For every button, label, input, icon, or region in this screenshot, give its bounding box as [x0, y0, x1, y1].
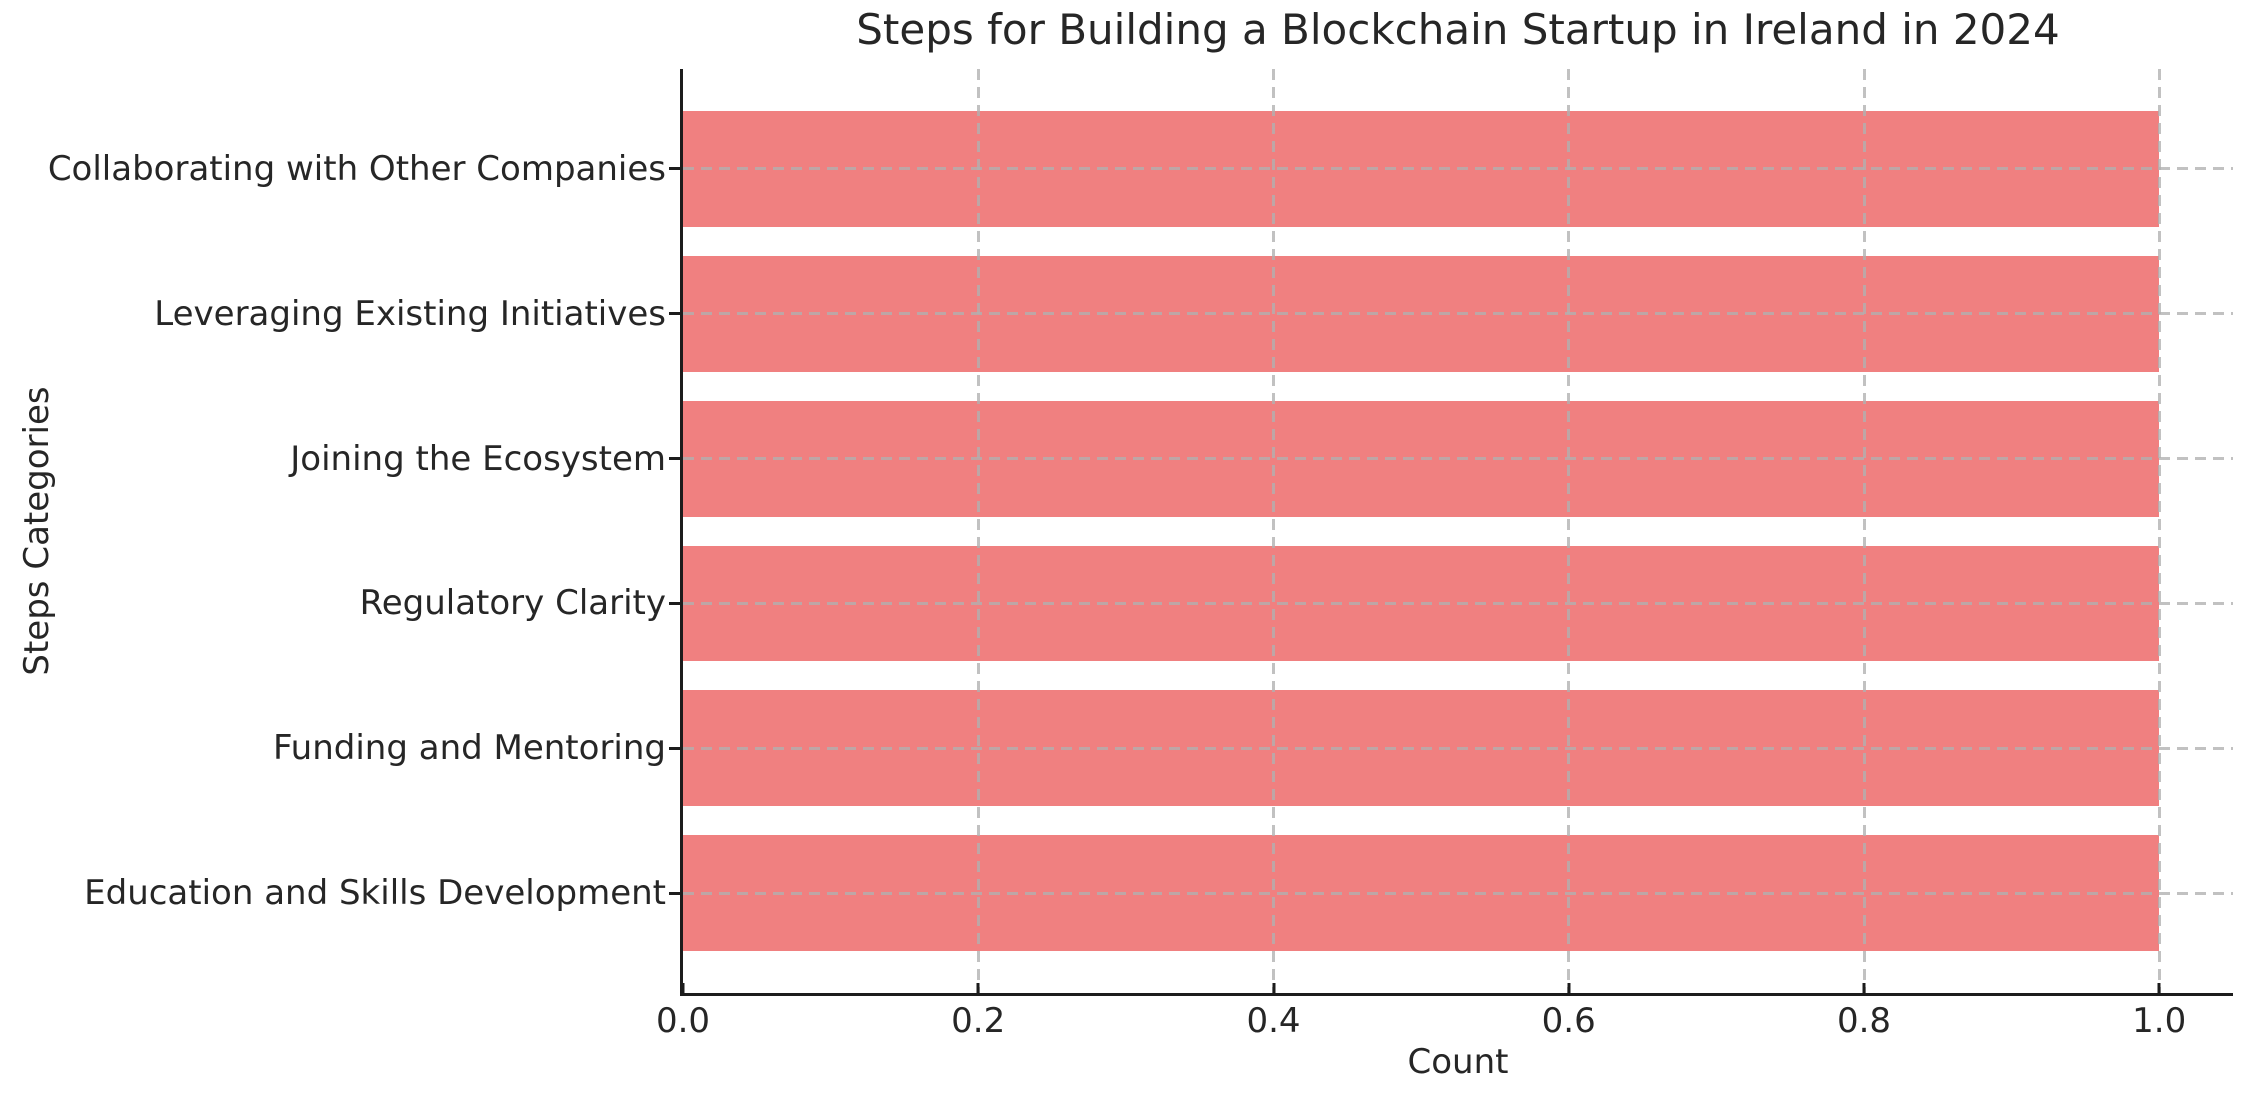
gridline-vertical — [1862, 69, 1866, 993]
gridline-vertical — [2157, 69, 2161, 993]
x-tick-label: 0.2 — [951, 1001, 1006, 1041]
x-tick-mark — [1862, 983, 1866, 993]
gridline-horizontal — [683, 167, 2233, 171]
y-tick-mark — [669, 167, 680, 171]
gridline-vertical — [1272, 69, 1275, 993]
y-tick-label: Joining the Ecosystem — [290, 438, 666, 479]
gridline-horizontal — [683, 746, 2233, 750]
y-tick-label: Collaborating with Other Companies — [47, 148, 666, 189]
plot-area: Collaborating with Other Companies Levera… — [48, 69, 2233, 1038]
y-tick-mark — [669, 601, 680, 605]
y-tick-mark — [669, 312, 680, 316]
y-tick-mark — [669, 891, 680, 895]
y-axis-title: Steps Categories — [17, 386, 57, 676]
x-tick-label: 0.6 — [1541, 1001, 1596, 1041]
y-tick-label: Regulatory Clarity — [359, 583, 666, 624]
y-tick-label: Leveraging Existing Initiatives — [154, 293, 666, 334]
x-tick-mark — [1272, 983, 1275, 993]
gridline-vertical — [1567, 69, 1571, 993]
x-tick-label: 0.8 — [1836, 1001, 1892, 1041]
x-tick-mark — [976, 983, 980, 993]
x-tick-mark — [681, 983, 685, 993]
x-tick-label: 1.0 — [2132, 1001, 2187, 1041]
x-tick-mark — [1567, 983, 1571, 993]
x-tick-label: 0.4 — [1246, 1001, 1301, 1041]
x-tick-label: 0.0 — [655, 1001, 711, 1041]
y-tick-mark — [669, 746, 680, 750]
x-tick-mark — [2157, 983, 2161, 993]
gridline-horizontal — [683, 457, 2233, 461]
gridline-horizontal — [683, 601, 2233, 605]
y-tick-label: Funding and Mentoring — [272, 728, 666, 769]
y-tick-label: Education and Skills Development — [84, 873, 666, 914]
chart-title: Steps for Building a Blockchain Startup … — [856, 5, 2060, 54]
y-tick-mark — [669, 457, 680, 461]
x-axis-title: Count — [1407, 1042, 1509, 1082]
gridline-vertical — [976, 69, 980, 993]
gridline-horizontal — [683, 891, 2233, 895]
gridline-horizontal — [683, 312, 2233, 316]
